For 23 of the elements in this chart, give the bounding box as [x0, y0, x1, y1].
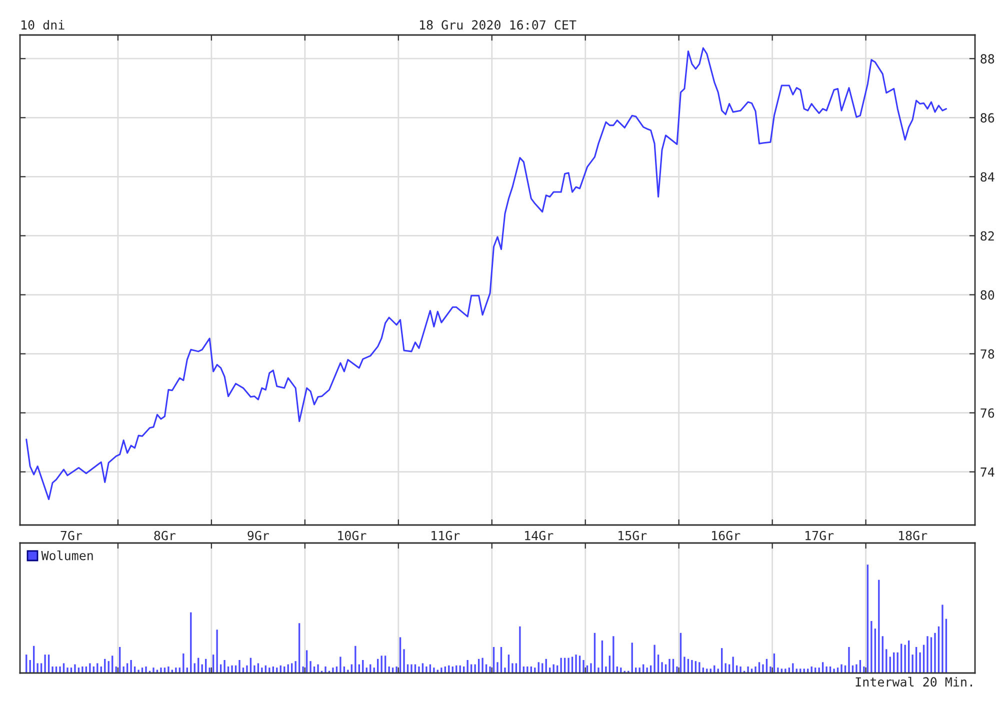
y-tick-label: 74: [980, 468, 994, 477]
x-tick-label: 7Gr: [60, 530, 82, 540]
chart-title: 10 dni: [22, 20, 64, 30]
x-tick-label: 17Gr: [806, 530, 834, 540]
y-tick-label: 78: [980, 349, 994, 359]
x-tick-label: 18Gr: [899, 530, 928, 540]
legend-label: Wolumen: [41, 550, 93, 560]
x-tick-label: 15Gr: [618, 530, 647, 540]
x-tick-label: 8Gr: [154, 530, 176, 540]
y-tick-label: 88: [980, 54, 994, 64]
text: Interwal 20 Min.: [856, 676, 972, 687]
chart-subtitle: 18 Gru 2020 16:07 CET: [420, 20, 576, 30]
x-tick-label: 11Gr: [432, 530, 460, 540]
x-tick-label: 9Gr: [248, 530, 269, 540]
x-tick-label: 14Gr: [525, 530, 554, 540]
y-tick-label: 84: [980, 172, 994, 182]
y-tick-label: 86: [980, 113, 994, 123]
line-series: [26, 47, 947, 500]
x-tick-label: 16Gr: [712, 530, 740, 540]
x-tick-label: 10Gr: [338, 530, 366, 540]
y-tick-label: 76: [980, 408, 994, 418]
y-tick-label: 82: [980, 231, 994, 241]
y-tick-label: 80: [980, 290, 994, 300]
